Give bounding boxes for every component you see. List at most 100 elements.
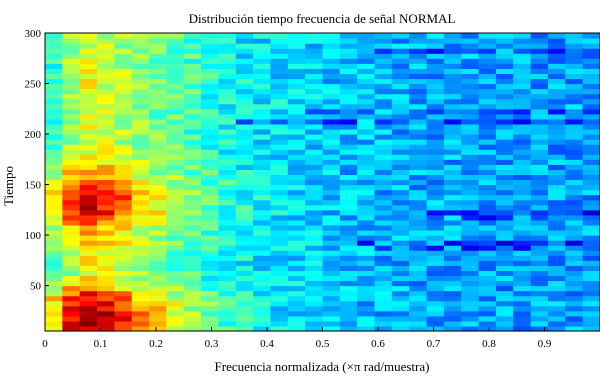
- heatmap-cell: [426, 280, 445, 287]
- heatmap-cell: [547, 189, 566, 196]
- heatmap-cell: [547, 250, 566, 256]
- heatmap-cell: [131, 164, 150, 170]
- heatmap-cell: [530, 68, 549, 75]
- heatmap-cell: [166, 48, 185, 54]
- heatmap-cell: [339, 189, 358, 196]
- heatmap-cell: [305, 103, 324, 110]
- heatmap-cell: [443, 88, 462, 95]
- heatmap-cell: [513, 93, 532, 100]
- heatmap-cell: [183, 83, 202, 90]
- heatmap-cell: [270, 53, 289, 59]
- heatmap-cell: [374, 209, 393, 216]
- heatmap-cell: [391, 33, 410, 39]
- heatmap-cell: [513, 199, 532, 206]
- heatmap-cell: [357, 189, 376, 196]
- heatmap-cell: [305, 68, 324, 75]
- heatmap-cell: [270, 315, 289, 322]
- heatmap-cell: [530, 320, 549, 327]
- heatmap-cell: [409, 43, 428, 49]
- heatmap-cell: [495, 199, 514, 206]
- heatmap-cell: [131, 98, 150, 105]
- heatmap-cell: [495, 63, 514, 69]
- heatmap-cell: [409, 300, 428, 307]
- heatmap-cell: [287, 144, 306, 150]
- heatmap-cell: [79, 134, 98, 140]
- heatmap-cell: [391, 315, 410, 322]
- heatmap-cell: [495, 98, 514, 105]
- heatmap-cell: [478, 290, 497, 297]
- heatmap-cell: [45, 149, 63, 155]
- heatmap-cell: [409, 164, 428, 170]
- heatmap-cell: [270, 83, 289, 90]
- heatmap-cell: [409, 93, 428, 100]
- heatmap-cell: [62, 113, 81, 120]
- heatmap-cell: [62, 250, 81, 256]
- heatmap-cell: [461, 295, 480, 302]
- heatmap-cell: [79, 174, 98, 181]
- heatmap-cell: [79, 78, 98, 85]
- heatmap-cell: [339, 38, 358, 44]
- heatmap-cell: [62, 139, 81, 145]
- heatmap-cell: [513, 149, 532, 155]
- heatmap-cell: [114, 83, 133, 90]
- heatmap-cell: [97, 199, 115, 206]
- heatmap-cell: [530, 33, 549, 39]
- heatmap-cell: [322, 118, 341, 125]
- heatmap-cell: [305, 229, 324, 236]
- heatmap-cell: [270, 43, 289, 49]
- heatmap-cell: [513, 315, 532, 322]
- heatmap-cell: [495, 174, 514, 181]
- heatmap-cell: [166, 128, 185, 135]
- heatmap-cell: [166, 68, 185, 75]
- heatmap-cell: [166, 58, 185, 64]
- heatmap-cell: [357, 93, 376, 100]
- heatmap-cell: [530, 98, 549, 105]
- heatmap-cell: [253, 93, 272, 100]
- heatmap-cell: [166, 98, 185, 105]
- heatmap-cell: [166, 280, 185, 287]
- heatmap-cell: [235, 93, 254, 100]
- heatmap-cell: [131, 224, 150, 231]
- heatmap-cell: [62, 320, 81, 327]
- heatmap-cell: [391, 123, 410, 130]
- heatmap-cell: [79, 224, 98, 231]
- heatmap-cell: [305, 209, 324, 216]
- heatmap-cell: [547, 154, 566, 160]
- heatmap-cell: [45, 53, 63, 59]
- heatmap-cell: [322, 209, 341, 216]
- heatmap-cell: [461, 285, 480, 292]
- heatmap-cell: [339, 224, 358, 231]
- heatmap-cell: [391, 270, 410, 277]
- heatmap-cell: [235, 260, 254, 266]
- heatmap-cell: [218, 189, 237, 196]
- heatmap-cell: [547, 310, 566, 317]
- heatmap-cell: [443, 33, 462, 39]
- heatmap-cell: [131, 108, 150, 115]
- heatmap-cell: [322, 300, 341, 307]
- heatmap-cell: [183, 265, 202, 271]
- heatmap-cell: [201, 280, 220, 287]
- heatmap-cell: [97, 159, 115, 165]
- heatmap-cell: [461, 144, 480, 150]
- heatmap-cell: [495, 325, 514, 332]
- heatmap-cell: [201, 224, 220, 231]
- heatmap-cell: [409, 194, 428, 201]
- heatmap-cell: [149, 88, 167, 95]
- heatmap-cell: [513, 275, 532, 282]
- x-tick-label: 0.2: [149, 338, 163, 350]
- heatmap-cell: [287, 270, 306, 277]
- heatmap-cell: [322, 265, 341, 271]
- heatmap-cell: [426, 235, 445, 241]
- heatmap-cell: [62, 199, 81, 206]
- heatmap-cell: [218, 154, 237, 160]
- heatmap-cell: [114, 118, 133, 125]
- heatmap-cell: [253, 98, 272, 105]
- heatmap-cell: [565, 199, 584, 206]
- heatmap-cell: [235, 290, 254, 297]
- heatmap-cell: [114, 265, 133, 271]
- heatmap-cell: [166, 209, 185, 216]
- heatmap-cell: [270, 285, 289, 292]
- heatmap-cell: [166, 103, 185, 110]
- heatmap-cell: [79, 113, 98, 120]
- heatmap-cell: [374, 310, 393, 317]
